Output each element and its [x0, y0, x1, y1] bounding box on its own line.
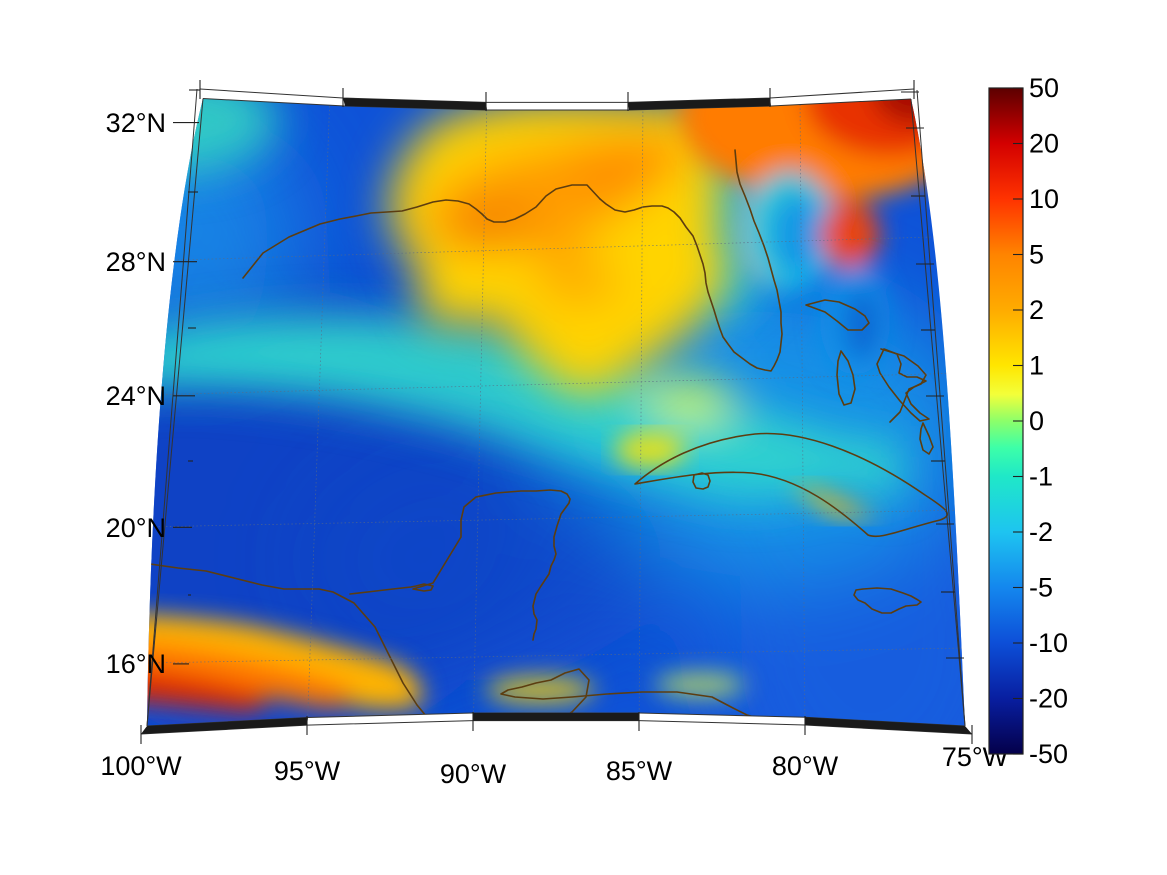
- svg-text:1: 1: [1029, 351, 1044, 381]
- svg-text:5: 5: [1029, 240, 1044, 270]
- svg-text:-50: -50: [1029, 739, 1068, 769]
- svg-text:95°W: 95°W: [274, 756, 341, 786]
- svg-text:80°W: 80°W: [772, 751, 839, 781]
- svg-text:32°N: 32°N: [106, 108, 166, 138]
- svg-text:-1: -1: [1029, 462, 1053, 492]
- svg-text:-20: -20: [1029, 684, 1068, 714]
- svg-text:2: 2: [1029, 295, 1044, 325]
- svg-text:16°N: 16°N: [106, 649, 166, 679]
- svg-text:20: 20: [1029, 129, 1059, 159]
- svg-text:-10: -10: [1029, 628, 1068, 658]
- svg-text:90°W: 90°W: [440, 759, 507, 789]
- svg-text:28°N: 28°N: [106, 247, 166, 277]
- svg-text:0: 0: [1029, 406, 1044, 436]
- svg-text:-2: -2: [1029, 517, 1053, 547]
- svg-text:50: 50: [1029, 73, 1059, 103]
- svg-text:24°N: 24°N: [106, 381, 166, 411]
- svg-text:10: 10: [1029, 184, 1059, 214]
- svg-text:100°W: 100°W: [100, 751, 182, 781]
- svg-text:-5: -5: [1029, 573, 1053, 603]
- svg-text:20°N: 20°N: [106, 513, 166, 543]
- svg-text:85°W: 85°W: [606, 756, 673, 786]
